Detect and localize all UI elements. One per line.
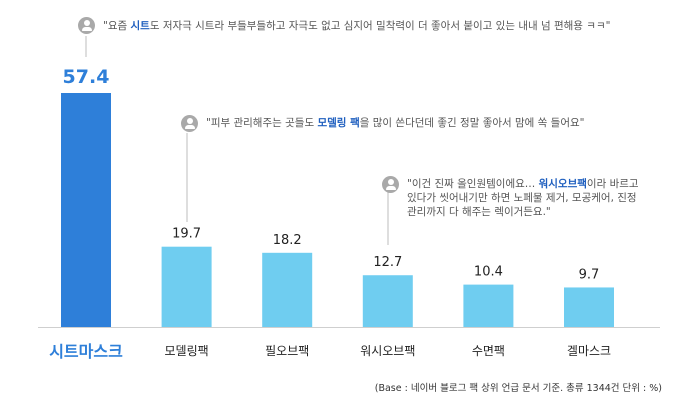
bar xyxy=(362,275,413,327)
comment-3-highlight: 워시오브팩 xyxy=(538,178,587,190)
comment-2-pre: "피부 관리해주는 곳들도 xyxy=(206,117,318,129)
category-label: 수면팩 xyxy=(472,344,505,358)
footnote: (Base : 네이버 블로그 팩 상위 언급 문서 기준. 총류 1344건 … xyxy=(374,383,662,394)
comment-2: "피부 관리해주는 곳들도 모델링 팩을 많이 쓴다던데 좋긴 정말 좋아서 맘… xyxy=(206,116,646,130)
comment-3-post: 이라 바르고 있다가 씻어내기만 하면 노페물 제거, 모공케어, 진정 관리까… xyxy=(407,178,639,218)
bar-value-label: 19.7 xyxy=(172,227,201,242)
comment-1-pre: "요즘 xyxy=(103,20,131,32)
bar-value-label: 57.4 xyxy=(63,66,110,88)
category-label: 시트마스크 xyxy=(49,342,123,361)
bar-value-label: 12.7 xyxy=(373,255,402,270)
bar-value-label: 18.2 xyxy=(273,233,302,248)
user-avatar-icon xyxy=(382,176,399,193)
bar xyxy=(262,252,313,327)
user-avatar-icon xyxy=(78,17,95,34)
category-label: 겔마스크 xyxy=(567,344,611,358)
bar xyxy=(161,246,212,327)
category-label: 모델링팩 xyxy=(165,344,209,358)
comment-3-pre: "이건 진짜 올인원템이에요… xyxy=(407,178,539,190)
bar xyxy=(564,287,614,327)
comment-1-post: 도 저자극 시트라 부들부들하고 자극도 없고 심지어 밀착력이 더 좋아서 붙… xyxy=(149,20,611,32)
user-avatar-icon xyxy=(181,115,198,132)
bar-value-label: 10.4 xyxy=(474,265,503,280)
bar xyxy=(463,284,514,327)
comment-2-highlight: 모델링 팩 xyxy=(317,117,360,129)
comment-2-post: 을 많이 쓴다던데 좋긴 정말 좋아서 맘에 쏙 들어요" xyxy=(359,117,585,129)
bar xyxy=(61,93,111,327)
bar-value-label: 9.7 xyxy=(579,267,600,282)
category-label: 필오브팩 xyxy=(265,344,309,358)
category-label: 워시오브팩 xyxy=(360,344,415,358)
comment-1-highlight: 시트 xyxy=(130,20,150,32)
comment-3: "이건 진짜 올인원템이에요… 워시오브팩이라 바르고 있다가 씻어내기만 하면… xyxy=(407,177,647,219)
comment-1: "요즘 시트도 저자극 시트라 부들부들하고 자극도 없고 심지어 밀착력이 더… xyxy=(103,19,663,33)
